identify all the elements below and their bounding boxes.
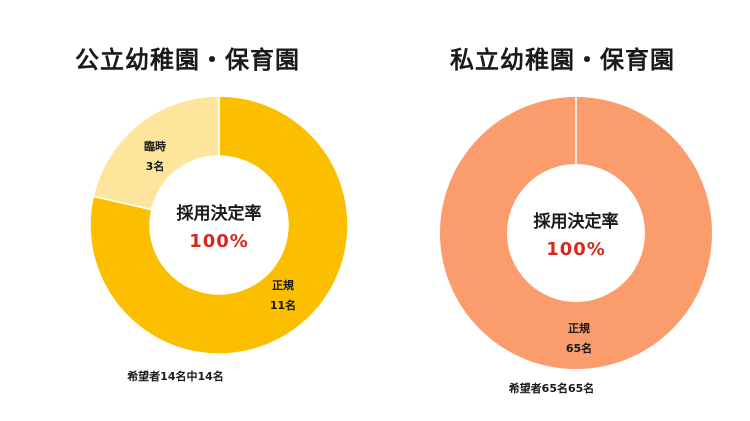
slice-label-0: 正規 bbox=[568, 321, 590, 335]
center-value: 100% bbox=[189, 231, 249, 252]
public-footnote: 希望者14名中14名 bbox=[127, 370, 224, 383]
slice-label-1: 臨時 bbox=[144, 139, 166, 153]
center-label: 採用決定率 bbox=[534, 211, 619, 232]
public-chart-panel: 公立幼稚園・保育園 正規 11名 臨時 3名採用決定率 100% 希望者14名中14名 bbox=[75, 46, 349, 383]
private-chart-title: 私立幼稚園・保育園 bbox=[450, 46, 675, 74]
center-label: 採用決定率 bbox=[177, 203, 262, 224]
center-value: 100% bbox=[546, 239, 606, 260]
private-donut-chart: 正規 65名 採用決定率 100% bbox=[440, 97, 712, 369]
donut-slice-0 bbox=[89, 95, 349, 355]
donut-slice-1 bbox=[92, 95, 220, 211]
slice-value-label-0: 65名 bbox=[566, 341, 592, 355]
slice-value-label-0: 11名 bbox=[270, 298, 296, 312]
private-footnote: 希望者65名65名 bbox=[508, 382, 595, 395]
slice-value-label-1: 3名 bbox=[146, 159, 165, 173]
slice-label-0: 正規 bbox=[272, 278, 294, 292]
private-chart-panel: 私立幼稚園・保育園 正規 65名 採用決定率 100% 希望者65名65名 bbox=[375, 0, 750, 421]
public-chart-title: 公立幼稚園・保育園 bbox=[75, 46, 300, 74]
